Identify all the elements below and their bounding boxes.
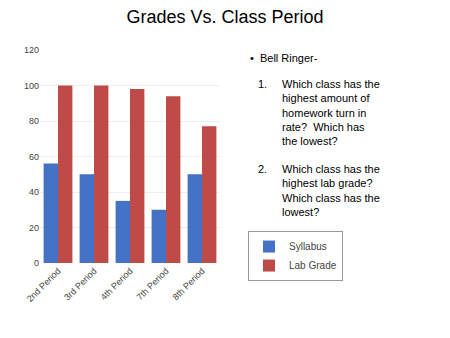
svg-text:80: 80 (29, 116, 39, 126)
svg-text:20: 20 (29, 223, 39, 233)
svg-text:8th Period: 8th Period (171, 266, 207, 302)
svg-text:4th Period: 4th Period (99, 266, 135, 302)
svg-text:2.: 2. (258, 163, 267, 175)
svg-text:Grades Vs. Class Period: Grades Vs. Class Period (126, 7, 323, 27)
svg-text:Syllabus: Syllabus (289, 241, 327, 252)
svg-text:100: 100 (24, 81, 39, 91)
svg-text:Which class has thehighest lab: Which class has thehighest lab grade?Whi… (282, 163, 380, 218)
svg-text:Lab Grade: Lab Grade (289, 260, 337, 271)
svg-text:Which class has thehighest amo: Which class has thehighest amount ofhome… (282, 78, 380, 147)
svg-text:7th Period: 7th Period (135, 266, 171, 302)
svg-text:120: 120 (24, 45, 39, 55)
svg-text:0: 0 (34, 258, 39, 268)
svg-text:3rd Period: 3rd Period (62, 266, 98, 302)
svg-text:2nd Period: 2nd Period (25, 266, 63, 304)
svg-text:40: 40 (29, 187, 39, 197)
svg-text:60: 60 (29, 152, 39, 162)
svg-text:• Bell Ringer-: • Bell Ringer- (250, 52, 318, 64)
svg-text:1.: 1. (258, 78, 267, 90)
